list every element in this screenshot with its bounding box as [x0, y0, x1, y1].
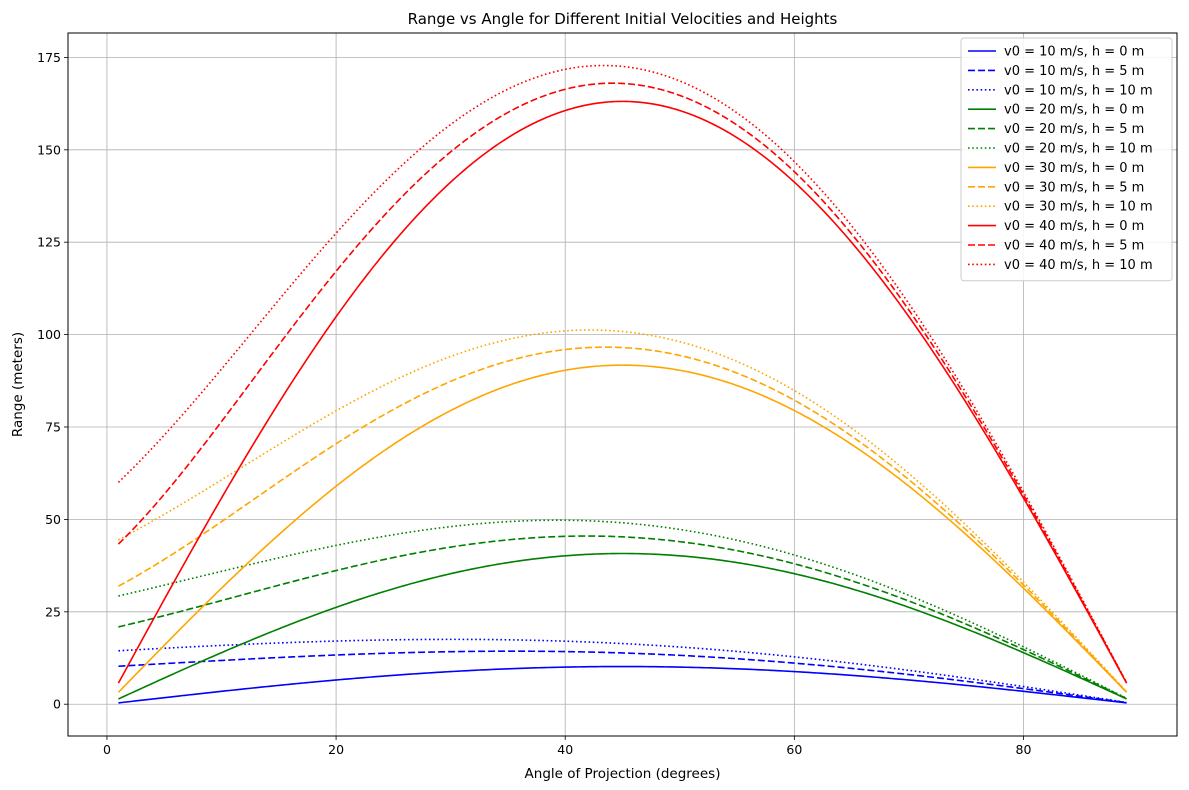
legend: v0 = 10 m/s, h = 0 m v0 = 10 m/s, h = 5 m… [960, 37, 1173, 282]
y-axis-label: Range (meters) [10, 332, 26, 437]
x-tick-label: 80 [1016, 742, 1032, 757]
series-line-2 [118, 650, 1127, 704]
y-tick-label: 0 [53, 697, 61, 712]
series-line-3 [118, 638, 1127, 704]
y-tick-label: 75 [45, 420, 61, 435]
x-tick-label: 60 [786, 742, 802, 757]
legend-label: v0 = 10 m/s, h = 5 m [1004, 64, 1144, 79]
series-line-11 [117, 82, 1128, 684]
series-line-1 [118, 665, 1127, 704]
series-line-8 [118, 346, 1128, 693]
legend-label: v0 = 10 m/s, h = 0 m [1004, 45, 1144, 60]
y-tick-label: 100 [37, 327, 61, 342]
y-axis-ticks: 0 25 50 75 100 125 150 175 [37, 50, 68, 712]
x-tick-label: 0 [103, 742, 111, 757]
y-tick-label: 175 [37, 50, 61, 65]
legend-label: v0 = 20 m/s, h = 10 m [1004, 142, 1153, 157]
legend-box [960, 37, 1173, 282]
plot-frame [67, 32, 1178, 737]
legend-label: v0 = 40 m/s, h = 5 m [1004, 239, 1144, 254]
series-line-7 [117, 364, 1128, 693]
legend-label: v0 = 20 m/s, h = 5 m [1004, 122, 1144, 137]
legend-label: v0 = 10 m/s, h = 10 m [1004, 83, 1153, 98]
y-tick-label: 25 [45, 604, 61, 619]
legend-label: v0 = 20 m/s, h = 0 m [1004, 103, 1144, 118]
legend-label: v0 = 30 m/s, h = 0 m [1004, 161, 1144, 176]
legend-label: v0 = 30 m/s, h = 10 m [1004, 200, 1153, 215]
series-line-4 [118, 552, 1127, 700]
y-tick-label: 125 [37, 235, 61, 250]
x-axis-ticks: 0 20 40 60 80 [103, 736, 1032, 757]
x-tick-label: 20 [328, 742, 344, 757]
legend-label: v0 = 40 m/s, h = 0 m [1004, 219, 1144, 234]
series-lines [117, 64, 1128, 704]
y-tick-label: 150 [37, 142, 61, 157]
y-tick-label: 50 [45, 512, 61, 527]
series-line-9 [118, 329, 1128, 693]
legend-label: v0 = 40 m/s, h = 10 m [1004, 258, 1153, 273]
series-line-5 [118, 535, 1127, 700]
legend-label: v0 = 30 m/s, h = 5 m [1004, 180, 1144, 195]
series-line-10 [117, 100, 1128, 684]
series-line-6 [118, 519, 1127, 700]
x-tick-label: 40 [557, 742, 573, 757]
x-axis-label: Angle of Projection (degrees) [525, 766, 721, 782]
chart-title: Range vs Angle for Different Initial Vel… [408, 10, 838, 28]
